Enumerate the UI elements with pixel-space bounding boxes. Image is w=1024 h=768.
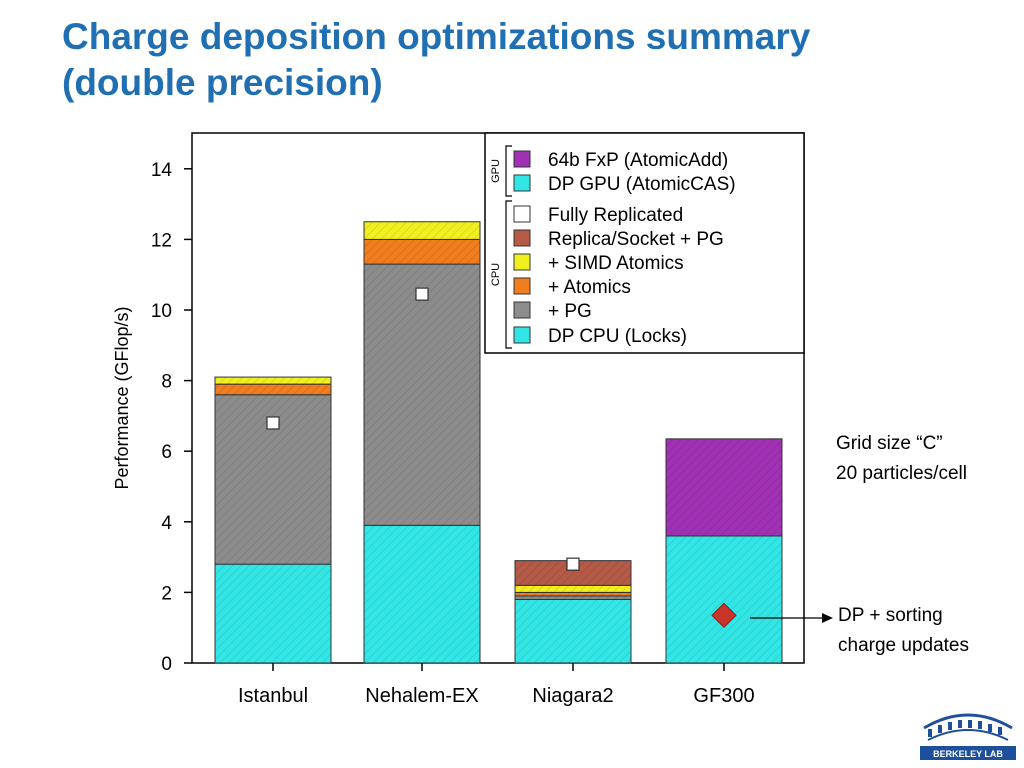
y-tick-label: 10 (151, 301, 172, 322)
grid-size-note-line-1: Grid size “C” (836, 433, 943, 454)
bar-hatch (215, 564, 331, 663)
legend-label-dp-gpu-atomiccas: DP GPU (AtomicCAS) (548, 174, 736, 195)
sorting-note: DP + sorting charge updates (838, 601, 969, 661)
bar-hatch (666, 438, 782, 536)
y-tick-label: 12 (151, 230, 172, 251)
legend-label-replica-socket-pg: Replica/Socket + PG (548, 229, 724, 250)
legend-bracket-cpu (505, 200, 512, 349)
y-tick-label: 8 (161, 372, 172, 393)
bar-hatch (364, 264, 480, 526)
legend-swatch-dp-gpu-atomiccas (513, 174, 531, 192)
bar-hatch (215, 377, 331, 385)
bar-hatch (515, 599, 631, 663)
legend-bracket-gpu (505, 145, 512, 197)
bar-hatch (364, 221, 480, 240)
marker-fully-replicated (415, 287, 429, 301)
bar-hatch (364, 239, 480, 265)
sorting-note-line-1: DP + sorting (838, 605, 943, 626)
legend-swatch-64b-fxp-atomicadd (513, 150, 531, 168)
y-axis-label: Performance (GFlop/s) (112, 306, 132, 489)
legend-swatch-simd-atomics (513, 253, 531, 271)
bar-hatch (364, 525, 480, 663)
bar-hatch (666, 535, 782, 663)
legend-label-dp-cpu-locks: DP CPU (Locks) (548, 326, 687, 347)
logo-text: BERKELEY LAB (933, 749, 1003, 759)
y-tick-label: 14 (151, 160, 173, 181)
slide-title: Charge deposition optimizations summary … (62, 14, 810, 106)
slide-title-line-1: Charge deposition optimizations summary (62, 16, 811, 57)
x-tick-label-nehalem-ex: Nehalem-EX (365, 685, 478, 707)
legend-label-simd-atomics: + SIMD Atomics (548, 253, 684, 274)
sorting-note-line-2: charge updates (838, 635, 969, 656)
legend-label-pg: + PG (548, 301, 592, 322)
bar-hatch (515, 592, 631, 596)
bar-hatch (515, 595, 631, 600)
grid-size-note-line-2: 20 particles/cell (836, 463, 967, 484)
grid-size-note: Grid size “C” 20 particles/cell (836, 429, 967, 489)
legend-swatch-fully-replicated (513, 205, 531, 223)
marker-fully-replicated (266, 416, 280, 430)
legend-box (484, 132, 805, 354)
y-tick-label: 4 (161, 513, 172, 534)
berkeley-lab-logo: BERKELEY LAB (920, 713, 1016, 760)
x-tick-label-istanbul: Istanbul (238, 685, 308, 707)
legend-label-fully-replicated: Fully Replicated (548, 205, 683, 226)
legend-swatch-atomics (513, 277, 531, 295)
legend-label-64b-fxp-atomicadd: 64b FxP (AtomicAdd) (548, 150, 728, 171)
marker-dp-sorting (711, 602, 737, 629)
legend-label-atomics: + Atomics (548, 277, 631, 298)
bar-hatch (515, 585, 631, 593)
legend-swatch-replica-socket-pg (513, 229, 531, 247)
bar-hatch (215, 384, 331, 395)
x-tick-label-niagara2: Niagara2 (532, 685, 613, 707)
slide-title-line-2: (double precision) (62, 62, 383, 103)
y-tick-label: 0 (161, 654, 172, 675)
y-tick-label: 2 (161, 583, 172, 604)
legend-group-label-gpu: GPU (490, 159, 502, 183)
sorting-arrow-head (822, 613, 833, 623)
x-tick-label-gf300: GF300 (693, 685, 754, 707)
marker-fully-replicated (566, 557, 580, 571)
legend-swatch-dp-cpu-locks (513, 326, 531, 344)
y-tick-label: 6 (161, 442, 172, 463)
legend-swatch-pg (513, 301, 531, 319)
legend-group-label-cpu: CPU (490, 263, 502, 286)
